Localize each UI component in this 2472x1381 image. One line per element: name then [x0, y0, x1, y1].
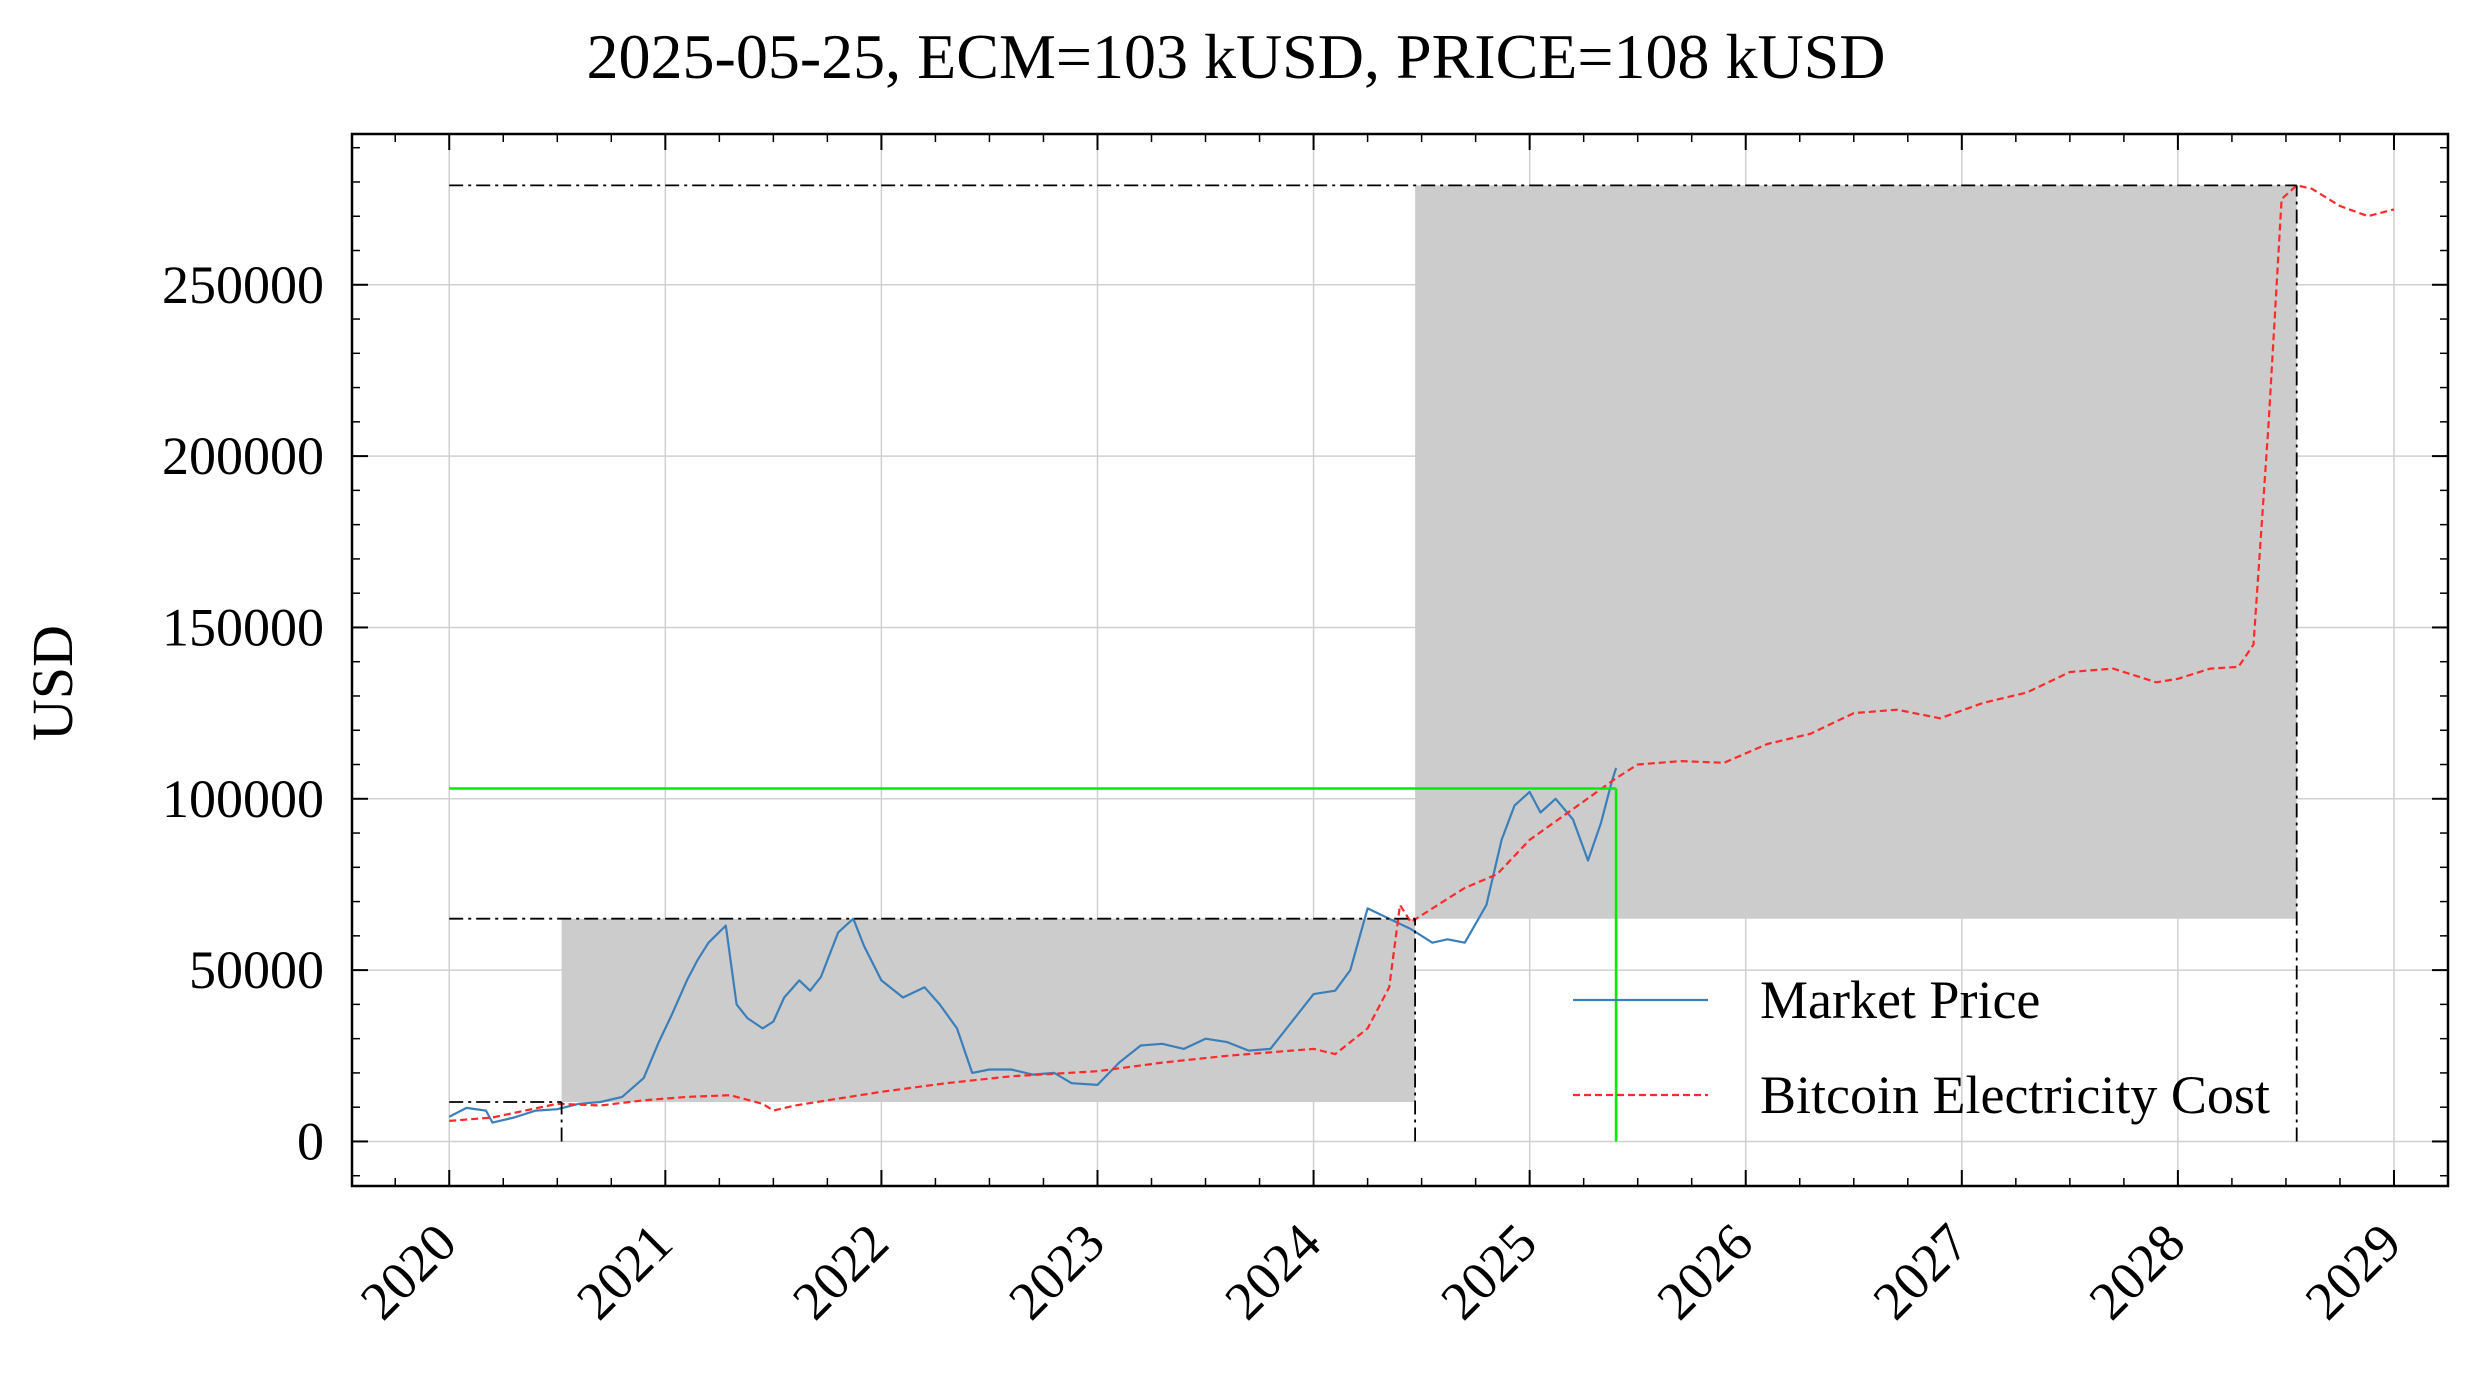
y-tick-label-100000: 100000	[162, 769, 324, 829]
x-tick-label-2026: 2026	[1645, 1212, 1764, 1331]
chart-title: 2025-05-25, ECM=103 kUSD, PRICE=108 kUSD	[587, 21, 1886, 92]
plot-frame	[350, 132, 2450, 1188]
legend-label-1: Market Price	[1760, 970, 2040, 1030]
x-tick-label-2028: 2028	[2078, 1212, 2197, 1331]
x-tick-label-2021: 2021	[565, 1212, 684, 1331]
x-tick-label-2025: 2025	[1429, 1212, 1548, 1331]
y-axis-label: USD	[20, 625, 85, 741]
y-tick-label-200000: 200000	[162, 426, 324, 486]
x-tick-label-2022: 2022	[781, 1212, 900, 1331]
x-tick-label-2023: 2023	[997, 1212, 1116, 1331]
y-tick-label-250000: 250000	[162, 255, 324, 315]
data-layer	[448, 184, 2395, 1142]
y-tick-label-0: 0	[297, 1111, 324, 1171]
plot-area: 0 50000 100000 150000 200000 250000 2020 2021 20…	[162, 132, 2450, 1331]
shaded-region-2	[1415, 185, 2297, 919]
x-tick-label-2029: 2029	[2294, 1212, 2413, 1331]
series-line-market-price	[448, 767, 1618, 1124]
y-tick-label-150000: 150000	[162, 597, 324, 657]
series-line-electricity-cost	[449, 184, 2395, 1122]
legend: Market Price Bitcoin Electricity Cost	[1573, 970, 2270, 1125]
x-tick-label-2027: 2027	[1862, 1212, 1981, 1331]
legend-label-2: Bitcoin Electricity Cost	[1760, 1065, 2270, 1125]
x-tick-label-2020: 2020	[349, 1212, 468, 1331]
shaded-region-1	[561, 918, 1416, 1103]
y-tick-label-50000: 50000	[189, 940, 324, 1000]
x-tick-label-2024: 2024	[1213, 1212, 1332, 1331]
